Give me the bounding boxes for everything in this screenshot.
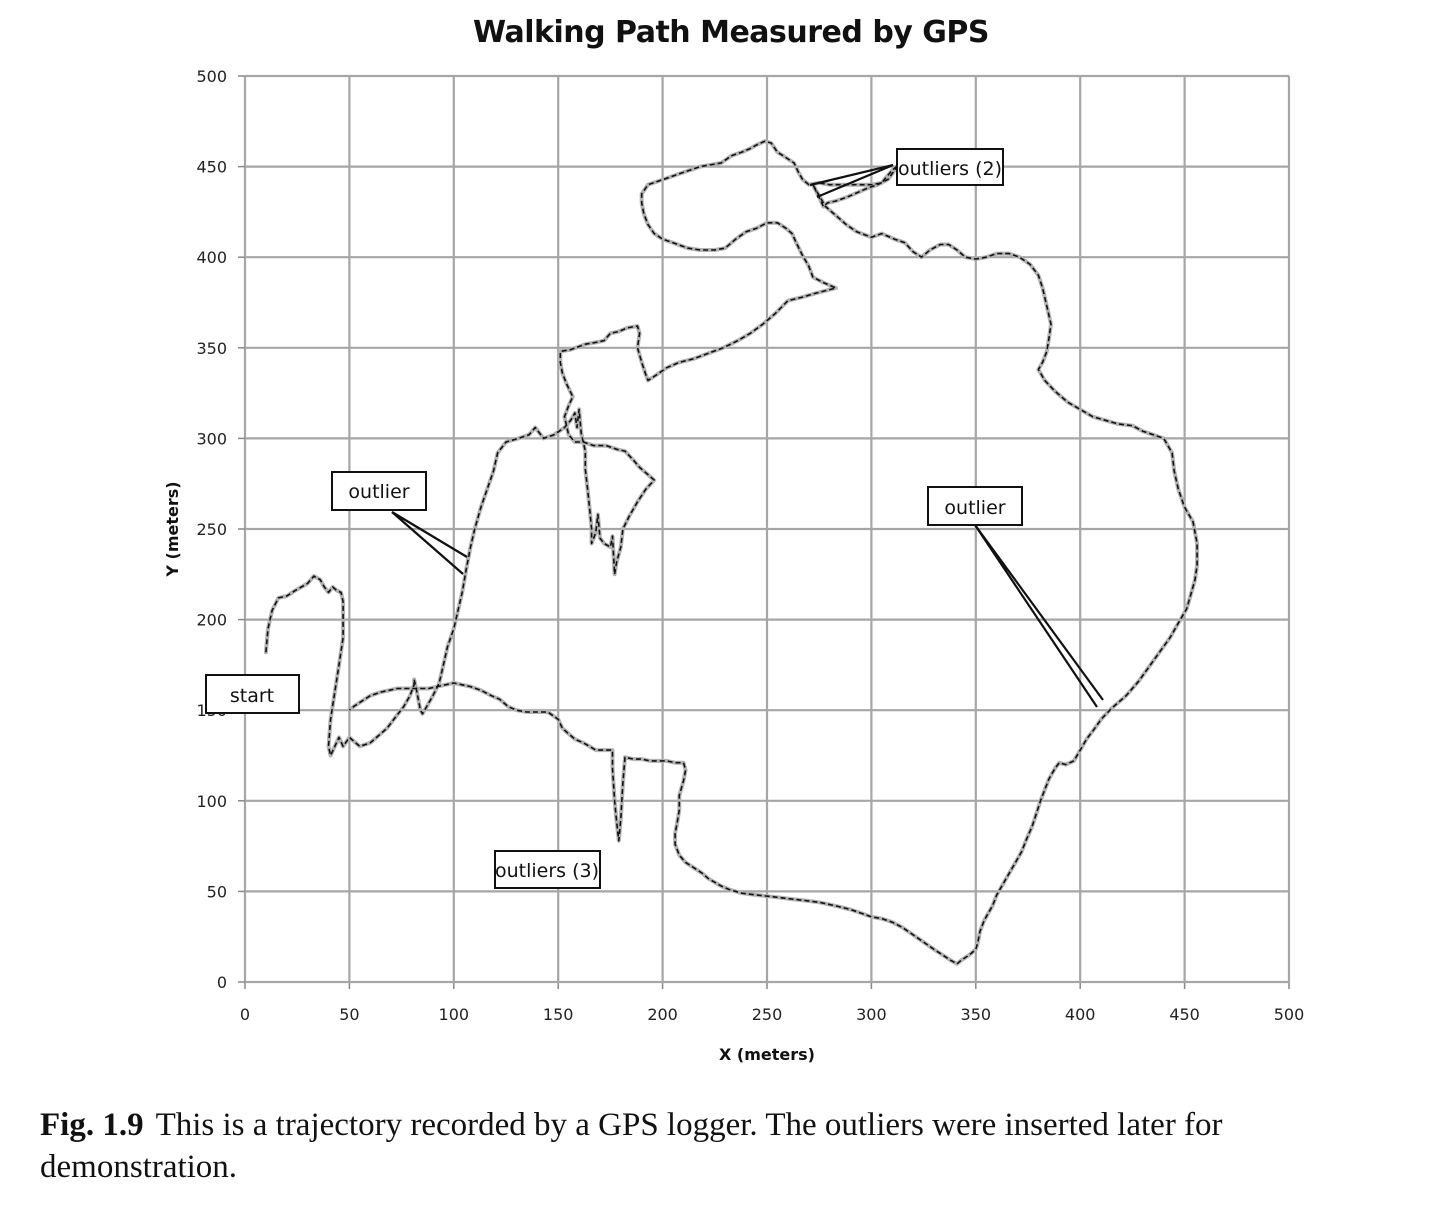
x-tick-label: 250: [752, 1005, 783, 1024]
y-tick-label: 450: [196, 158, 227, 177]
y-tick-label: 400: [196, 248, 227, 267]
y-tick-label: 200: [196, 611, 227, 630]
x-tick-label: 100: [439, 1005, 470, 1024]
caption-text: This is a trajectory recorded by a GPS l…: [40, 1107, 1223, 1185]
y-tick-label: 100: [196, 792, 227, 811]
x-tick-label: 0: [240, 1005, 250, 1024]
x-tick-labels: 0 50 100 150 200 250 300 350 400 450 500: [240, 1005, 1304, 1024]
x-tick-label: 400: [1065, 1005, 1096, 1024]
x-tick-label: 150: [543, 1005, 574, 1024]
annotation-box: [331, 471, 427, 511]
series-line: [263, 139, 1200, 966]
y-tick-label: 350: [196, 339, 227, 358]
y-axis-label: Y (meters): [163, 481, 182, 577]
annotation-start: start: [205, 674, 300, 714]
annotation-outliers-2: outliers (2): [896, 148, 1004, 186]
annotation-box: [896, 148, 1004, 186]
leader-outlier-left: [391, 511, 468, 575]
y-tick-label: 500: [196, 67, 227, 86]
annotation-box: [494, 850, 601, 889]
leader-outliers-2: [809, 163, 894, 199]
series-group: [263, 139, 1200, 966]
y-tick-label: 0: [217, 973, 227, 992]
annotation-label: outliers (2): [898, 158, 1002, 180]
figure-label: Fig. 1.9: [40, 1107, 144, 1143]
series-line-dash: [265, 140, 1198, 965]
annotation-outlier-left: outlier: [331, 471, 427, 511]
leader-outlier-right: [974, 524, 1104, 708]
x-tick-label: 350: [961, 1005, 992, 1024]
chart-title: Walking Path Measured by GPS: [473, 15, 989, 50]
x-tick-label: 300: [856, 1005, 887, 1024]
x-tick-label: 500: [1274, 1005, 1305, 1024]
y-tick-label: 300: [196, 429, 227, 448]
annotation-box: [927, 486, 1023, 526]
x-tick-label: 450: [1169, 1005, 1200, 1024]
annotation-label: outlier: [348, 481, 409, 503]
figure-caption: Fig. 1.9 This is a trajectory recorded by…: [40, 1104, 1425, 1188]
x-tick-label: 50: [339, 1005, 359, 1024]
annotation-outliers-3: outliers (3): [494, 850, 601, 889]
grid: [238, 74, 1291, 989]
annotation-box: [205, 674, 300, 714]
x-axis-label: X (meters): [719, 1045, 815, 1064]
x-tick-label: 200: [647, 1005, 678, 1024]
annotation-label: outliers (3): [495, 860, 599, 882]
chart: Walking Path Measured by GPS 0 50 100 150 20…: [163, 15, 1304, 1064]
annotation-leaders: [391, 163, 1104, 708]
y-tick-label: 50: [207, 882, 227, 901]
y-tick-label: 250: [196, 520, 227, 539]
annotation-outlier-right: outlier: [927, 486, 1023, 526]
annotation-label: outlier: [944, 497, 1005, 519]
annotation-label: start: [230, 685, 274, 707]
